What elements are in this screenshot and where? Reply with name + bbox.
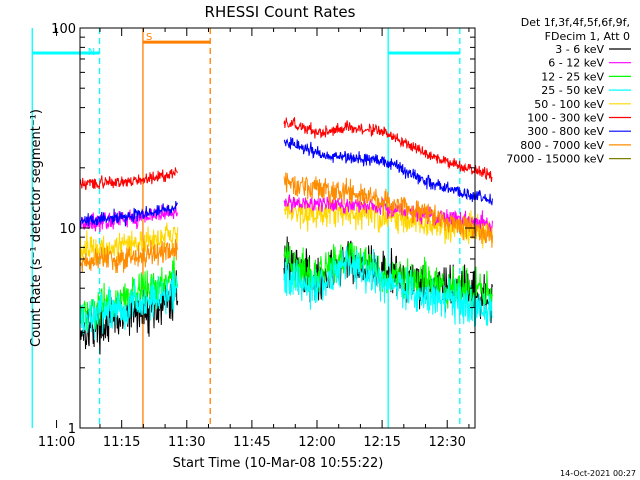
x-tick-label: 12:00 — [298, 435, 335, 450]
x-tick-label: 11:00 — [38, 435, 75, 450]
y-axis-label: Count Rate (s⁻¹ detector segment⁻¹) — [29, 109, 44, 347]
y-tick-label: 10 — [59, 222, 76, 237]
series-line — [79, 270, 179, 341]
x-axis-label: Start Time (10-Mar-08 10:55:22) — [173, 456, 384, 471]
y-tick-label: 1 — [68, 422, 76, 437]
x-tick-label: 11:45 — [233, 435, 270, 450]
plot-area: NS — [31, 28, 493, 428]
legend: Det 1f,3f,4f,5f,6f,9f, FDecim 1, Att 0 3… — [506, 16, 631, 166]
series-line — [283, 194, 493, 233]
x-axis: 11:00 11:15 11:30 11:45 12:00 12:15 12:30 — [38, 28, 470, 450]
series-line — [283, 245, 493, 328]
legend-entry-label: 25 - 50 keV — [541, 84, 604, 97]
series-line — [283, 137, 493, 206]
x-tick-label: 11:30 — [168, 435, 205, 450]
legend-entry-label: 100 - 300 keV — [527, 112, 604, 125]
legend-entry-label: 12 - 25 keV — [541, 70, 604, 83]
chart-title: RHESSI Count Rates — [205, 3, 356, 21]
attenuator-state-label: N — [88, 47, 95, 58]
legend-entry-label: 7000 - 15000 keV — [506, 153, 604, 166]
legend-entry-label: 3 - 6 keV — [555, 43, 604, 56]
legend-entry-label: 300 - 800 keV — [527, 125, 604, 138]
attenuator-state-label: S — [146, 32, 152, 43]
legend-entry-label: 800 - 7000 keV — [520, 139, 604, 152]
series-line — [79, 167, 178, 191]
footer-timestamp: 14-Oct-2021 00:27 — [560, 469, 636, 478]
y-axis: 1 10 100 — [51, 22, 475, 437]
series-line — [79, 239, 179, 274]
x-tick-label: 11:15 — [103, 435, 140, 450]
series-line — [283, 172, 493, 248]
series-line — [79, 200, 179, 229]
legend-entry-label: 50 - 100 keV — [534, 98, 604, 111]
legend-header-line-1: Det 1f,3f,4f,5f,6f,9f, — [521, 16, 630, 29]
series-line — [283, 117, 493, 183]
legend-entry-label: 6 - 12 keV — [548, 57, 604, 70]
x-tick-label: 12:15 — [363, 435, 400, 450]
x-tick-label: 12:30 — [428, 435, 465, 450]
legend-header-line-2: FDecim 1, Att 0 — [545, 30, 630, 43]
y-tick-label: 100 — [51, 22, 76, 37]
